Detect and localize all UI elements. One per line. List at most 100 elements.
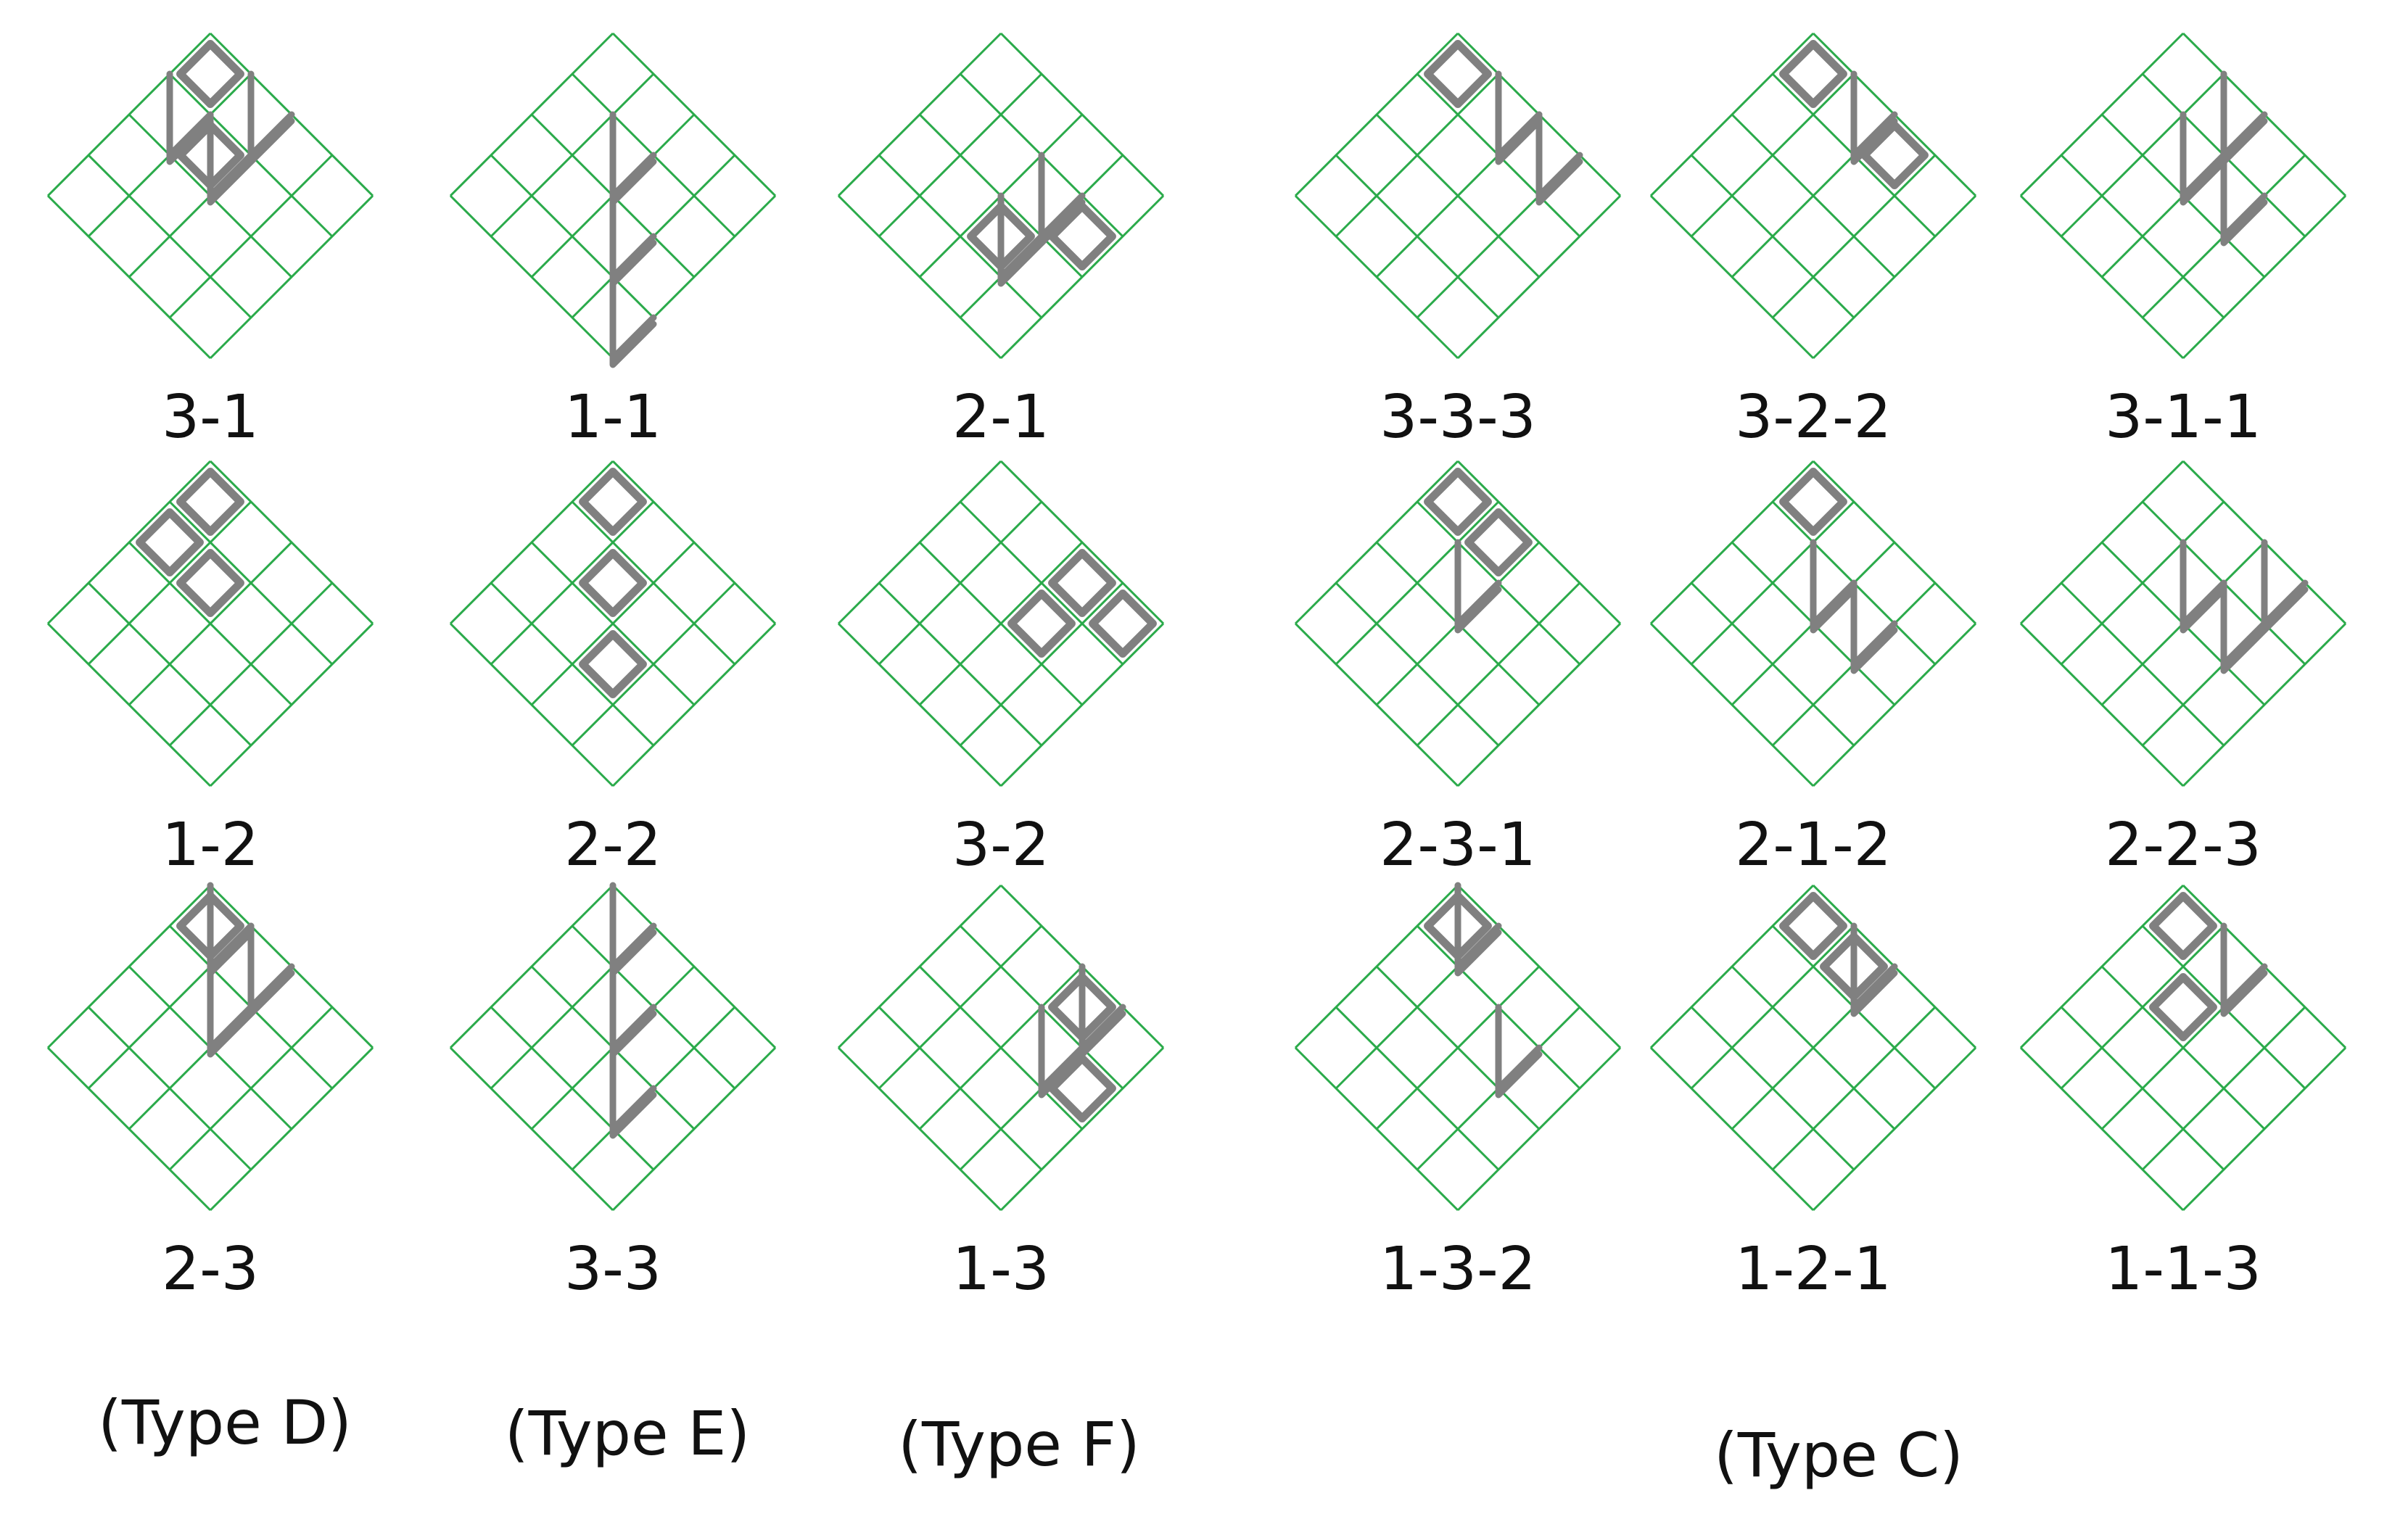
panel-label: 3-3-3 — [1380, 383, 1536, 452]
grid-line — [1771, 154, 1937, 319]
bracket-marker — [2220, 158, 2268, 247]
grid-line — [209, 622, 374, 787]
grid-line — [209, 194, 374, 360]
square-marker — [1048, 549, 1116, 617]
grid-line — [999, 194, 1165, 360]
grid-line — [1375, 965, 1541, 1130]
square-marker — [2149, 973, 2217, 1041]
square-marker — [1089, 590, 1157, 658]
grid-line — [1294, 194, 1459, 360]
panel-label: 2-1 — [952, 383, 1050, 452]
grid-line — [490, 582, 655, 747]
panel-1-2-1 — [1649, 884, 1977, 1212]
grid-line — [1690, 154, 1855, 319]
square-marker — [1779, 892, 1847, 960]
grid-line — [2182, 194, 2347, 360]
grid-line — [1649, 622, 1815, 787]
panel-label: 3-1 — [162, 383, 259, 452]
panel-label: 1-2-1 — [1735, 1235, 1892, 1304]
square-marker — [1048, 202, 1116, 270]
grid-line — [1294, 1046, 1459, 1212]
grid-line — [87, 1006, 252, 1171]
grid-line — [611, 1046, 777, 1212]
grid-line — [2060, 582, 2225, 747]
panel-3-2-2 — [1649, 32, 1977, 360]
square-marker — [176, 40, 244, 108]
grid-line — [918, 541, 1084, 706]
bracket-marker — [609, 280, 657, 368]
panel-label: 1-3 — [952, 1235, 1050, 1304]
panel-label: 3-3 — [564, 1235, 661, 1304]
grid-line — [837, 194, 1002, 360]
square-marker — [2149, 892, 2217, 960]
grid-line — [490, 154, 655, 319]
grid-line — [209, 1046, 374, 1212]
panel-label: 2-2-3 — [2105, 811, 2261, 880]
square-marker — [176, 892, 244, 960]
bracket-marker — [1810, 545, 1857, 634]
grid-line — [2060, 154, 2225, 319]
grid-line — [1812, 622, 1977, 787]
square-marker — [1048, 1054, 1116, 1122]
bracket-marker — [1454, 888, 1502, 977]
square-marker — [1779, 40, 1847, 108]
grid-line — [1649, 1046, 1815, 1212]
square-marker — [967, 202, 1035, 270]
grid-line — [46, 1046, 212, 1212]
bracket-marker — [2180, 117, 2227, 206]
panel-label: 1-1-3 — [2105, 1235, 2261, 1304]
grid-line — [2019, 622, 2185, 787]
square-marker — [579, 468, 647, 536]
bracket-marker — [2180, 545, 2227, 634]
grid-line — [168, 154, 334, 319]
grid-line — [959, 582, 1124, 747]
grid-line — [87, 154, 252, 319]
panel-2-1 — [837, 32, 1165, 360]
panel-label: 1-3-2 — [1380, 1235, 1536, 1304]
grid-line — [168, 582, 334, 747]
grid-line — [1456, 1046, 1622, 1212]
grid-line — [878, 1006, 1043, 1171]
panel-label: 2-3 — [162, 1235, 259, 1304]
panel-3-1 — [46, 32, 374, 360]
grid-line — [1335, 582, 1500, 747]
bracket-marker — [1495, 77, 1543, 165]
square-marker — [579, 549, 647, 617]
panel-2-2-3 — [2019, 460, 2347, 787]
square-marker — [1424, 468, 1492, 536]
grid-line — [46, 622, 212, 787]
grid-line — [2019, 1046, 2185, 1212]
grid-line — [490, 1006, 655, 1171]
panel-1-3 — [837, 884, 1165, 1212]
grid-line — [999, 622, 1165, 787]
grid-line — [1416, 582, 1581, 747]
panel-2-3 — [46, 882, 374, 1212]
square-marker — [1464, 508, 1533, 576]
panel-1-3-2 — [1294, 882, 1622, 1212]
square-marker — [176, 549, 244, 617]
bracket-marker — [1535, 117, 1583, 206]
bracket-marker — [1495, 1010, 1543, 1099]
panel-1-2 — [46, 460, 374, 787]
panel-label: 2-1-2 — [1735, 811, 1892, 880]
grid-line — [449, 194, 614, 360]
bracket-marker — [997, 199, 1045, 287]
square-marker — [1860, 121, 1929, 189]
grid-line — [1456, 194, 1622, 360]
panel-label: 1-2 — [162, 811, 259, 880]
grid-line — [530, 541, 696, 706]
type-label: (Type F) — [898, 1409, 1140, 1480]
type-label: (Type E) — [504, 1398, 751, 1469]
panel-3-3-3 — [1294, 32, 1622, 360]
grid-line — [1690, 582, 1855, 747]
panel-1-1-3 — [2019, 884, 2347, 1212]
panel-2-2 — [449, 460, 777, 787]
grid-line — [1649, 194, 1815, 360]
grid-line — [2060, 1006, 2225, 1171]
grid-line — [1335, 1006, 1500, 1171]
grid-line — [571, 582, 736, 747]
grid-line — [1812, 194, 1977, 360]
grid-line — [449, 1046, 614, 1212]
